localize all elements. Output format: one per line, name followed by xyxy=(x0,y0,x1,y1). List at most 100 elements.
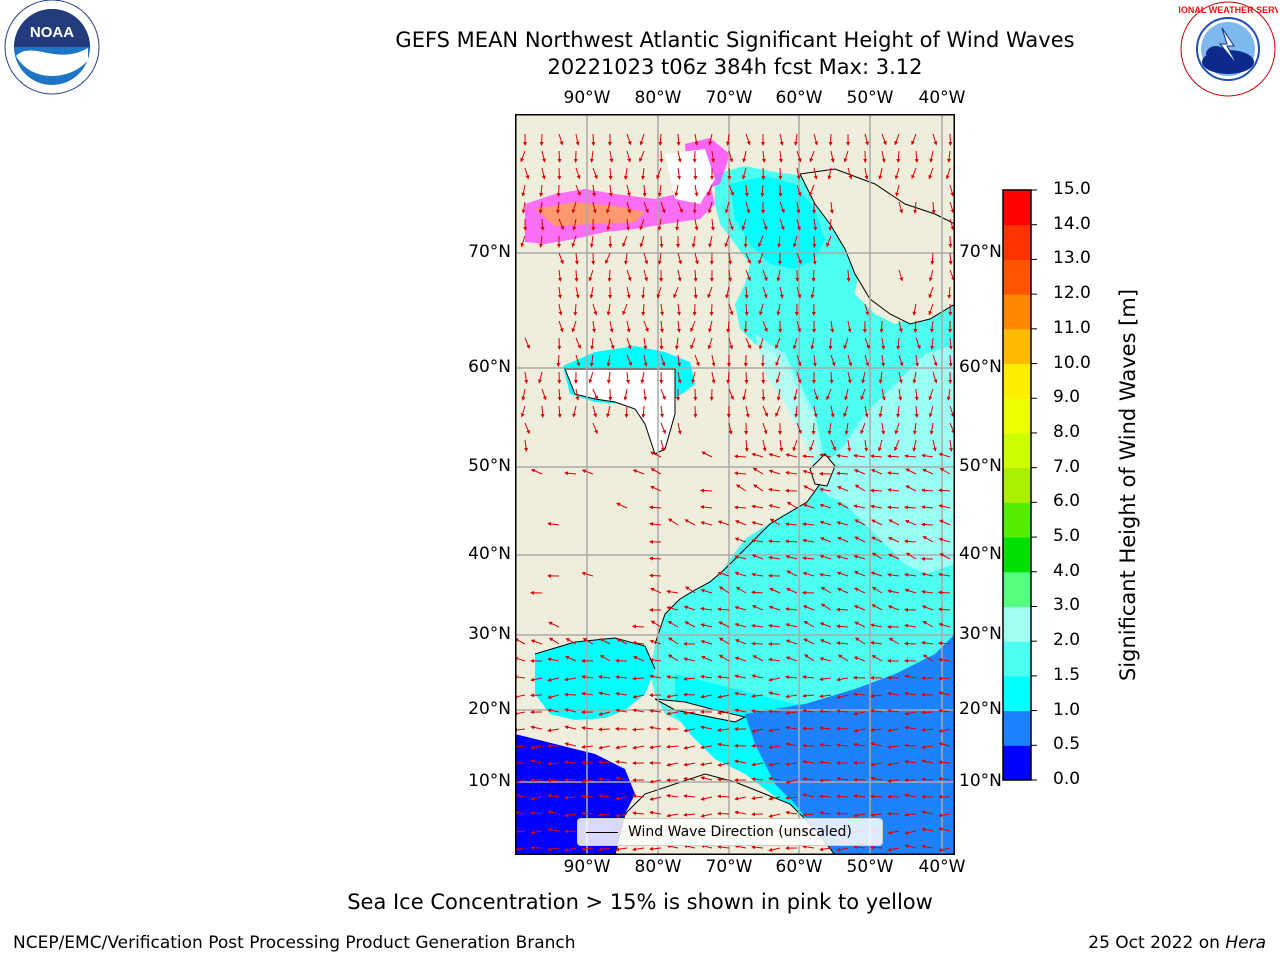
wind-wave-arrow xyxy=(659,320,664,333)
wind-wave-arrow xyxy=(768,776,781,781)
colorbar-tick-label: 14.0 xyxy=(1053,213,1091,234)
wind-wave-arrow xyxy=(753,484,764,492)
wind-wave-arrow xyxy=(692,303,697,316)
wind-wave-arrow xyxy=(778,167,783,180)
wind-wave-arrow xyxy=(792,235,798,248)
wind-wave-arrow xyxy=(530,796,543,801)
wind-wave-arrow xyxy=(643,201,649,214)
wind-wave-arrow xyxy=(598,777,611,782)
wind-wave-arrow xyxy=(819,520,832,526)
wind-wave-arrow xyxy=(921,572,934,577)
wind-wave-arrow xyxy=(928,303,934,316)
wind-wave-arrow xyxy=(626,269,632,282)
wind-wave-arrow xyxy=(717,607,730,612)
wind-wave-arrow xyxy=(853,793,866,798)
wind-wave-arrow xyxy=(684,519,696,526)
wind-wave-arrow xyxy=(785,675,798,680)
wind-wave-arrow xyxy=(667,654,679,662)
wind-wave-arrow xyxy=(734,691,747,696)
wind-wave-arrow xyxy=(564,813,577,818)
lon-label-top: 80°W xyxy=(634,88,682,108)
wind-wave-arrow xyxy=(564,655,577,662)
wind-wave-arrow xyxy=(656,286,662,299)
wind-wave-arrow xyxy=(887,830,900,835)
wind-wave-arrow xyxy=(649,521,662,526)
wind-wave-arrow xyxy=(717,710,730,715)
wind-wave-arrow xyxy=(632,794,645,799)
wind-wave-arrow xyxy=(870,794,883,799)
lon-label-bottom: 90°W xyxy=(563,857,611,877)
wind-wave-arrow xyxy=(894,439,900,452)
wind-wave-arrow xyxy=(854,587,866,594)
wind-wave-arrow xyxy=(700,606,713,611)
wind-wave-arrow xyxy=(632,694,645,699)
wind-wave-arrow xyxy=(898,354,904,367)
wind-wave-arrow xyxy=(819,639,832,645)
wind-wave-arrow xyxy=(796,252,802,265)
wind-wave-arrow xyxy=(779,439,784,452)
wind-wave-arrow xyxy=(768,469,781,475)
wind-wave-arrow xyxy=(700,745,713,750)
wind-wave-arrow xyxy=(870,454,883,459)
wind-wave-arrow xyxy=(649,846,662,851)
wind-wave-arrow xyxy=(649,556,662,561)
lat-label-right: 10°N xyxy=(959,771,1002,791)
wind-wave-arrow xyxy=(745,201,751,214)
wind-wave-arrow xyxy=(853,504,866,509)
wind-wave-arrow xyxy=(734,537,747,543)
wind-wave-arrow xyxy=(938,572,951,577)
wind-wave-arrow xyxy=(643,337,648,350)
wind-wave-arrow xyxy=(915,337,921,350)
wind-wave-arrow xyxy=(751,777,764,782)
wind-wave-arrow xyxy=(632,847,645,852)
wind-wave-arrow xyxy=(592,184,597,197)
coastline-gulf xyxy=(534,637,656,670)
wind-wave-arrow xyxy=(660,354,666,367)
wind-wave-arrow xyxy=(785,762,798,767)
wind-wave-arrow xyxy=(734,844,747,849)
wind-wave-arrow xyxy=(819,709,832,714)
wind-wave-arrow xyxy=(938,813,951,818)
wind-wave-arrow xyxy=(819,847,832,852)
wind-wave-arrow xyxy=(752,655,764,662)
wind-wave-arrow xyxy=(846,269,851,282)
wind-wave-arrow xyxy=(777,235,782,248)
wind-wave-arrow xyxy=(836,624,849,629)
wind-wave-arrow xyxy=(915,354,920,367)
wind-wave-arrow xyxy=(615,691,628,696)
wind-wave-arrow xyxy=(887,471,900,476)
wind-wave-arrow xyxy=(717,794,730,799)
wind-wave-arrow xyxy=(660,388,666,401)
wind-wave-arrow xyxy=(650,468,662,475)
wind-wave-arrow xyxy=(775,354,781,367)
wind-wave-arrow xyxy=(887,745,900,750)
wind-wave-arrow xyxy=(768,813,781,818)
wind-wave-arrow xyxy=(761,150,766,163)
wind-wave-arrow xyxy=(768,762,781,767)
wind-wave-arrow xyxy=(931,201,936,214)
wind-wave-arrow xyxy=(819,794,832,799)
wind-wave-arrow xyxy=(615,675,628,680)
wind-wave-arrow xyxy=(547,778,560,783)
colorbar-tick-label: 6.0 xyxy=(1053,491,1081,512)
wind-wave-arrow xyxy=(785,779,798,784)
wind-wave-arrow xyxy=(657,252,662,265)
wind-wave-arrow xyxy=(564,677,577,682)
wind-wave-arrow xyxy=(581,811,594,816)
wind-wave-arrow xyxy=(639,235,645,248)
wind-wave-arrow xyxy=(879,320,884,333)
wind-wave-arrow xyxy=(708,320,713,333)
wind-wave-arrow xyxy=(734,708,747,713)
wind-wave-arrow xyxy=(717,844,730,849)
wind-wave-arrow xyxy=(751,554,764,560)
wind-wave-arrow xyxy=(694,133,699,146)
wind-wave-arrow xyxy=(558,133,564,146)
wind-wave-arrow xyxy=(802,844,815,849)
wind-wave-arrow xyxy=(751,728,764,733)
lon-label-top: 70°W xyxy=(705,88,753,108)
wind-wave-arrow xyxy=(785,453,798,458)
wind-wave-arrow xyxy=(819,554,832,560)
wind-wave-arrow xyxy=(530,677,543,682)
wind-wave-arrow xyxy=(854,536,866,543)
wind-wave-arrow xyxy=(864,303,870,316)
